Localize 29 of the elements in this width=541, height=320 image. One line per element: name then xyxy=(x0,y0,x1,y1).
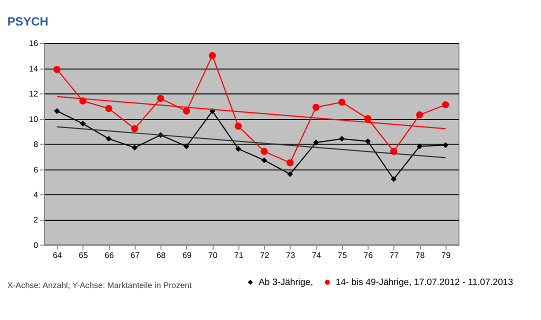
legend-label: Ab 3-Jährige, xyxy=(258,277,314,288)
y-tick-label: 14 xyxy=(28,64,38,74)
y-tick-label: 12 xyxy=(28,90,38,99)
x-tick-label: 79 xyxy=(441,250,451,260)
x-tick-label: 64 xyxy=(52,250,62,260)
chart-title: PSYCH xyxy=(7,14,48,29)
text: X-Achse: Anzahl; Y-Achse: Marktanteile in Prozent xyxy=(7,280,192,290)
x-tick-label: 69 xyxy=(182,250,192,260)
x-tick-label: 73 xyxy=(286,250,296,260)
y-tick-label: 16 xyxy=(28,39,38,48)
x-tick-label: 65 xyxy=(78,250,88,260)
y-tick-label: 4 xyxy=(33,190,38,200)
x-tick-label: 78 xyxy=(415,250,426,260)
x-tick-label: 75 xyxy=(338,250,348,260)
x-tick-label: 77 xyxy=(390,250,400,260)
y-tick-label: 6 xyxy=(33,165,38,174)
x-tick-label: 76 xyxy=(364,250,374,260)
x-tick-label: 67 xyxy=(130,250,140,260)
x-tick-label: 72 xyxy=(260,250,270,260)
x-tick-label: 71 xyxy=(234,250,244,260)
x-tick-label: 66 xyxy=(104,250,114,260)
y-tick-label: 10 xyxy=(28,114,38,124)
x-tick-label: 74 xyxy=(312,250,322,260)
y-tick-label: 8 xyxy=(33,140,38,150)
legend-label: 14- bis 49-Jährige, 17.07.2012 - 11.07.2013 xyxy=(336,277,514,288)
y-tick-label: 0 xyxy=(33,240,38,250)
x-tick-label: 68 xyxy=(156,250,166,260)
y-tick-label: 2 xyxy=(33,216,38,225)
x-tick-label: 70 xyxy=(208,250,218,260)
